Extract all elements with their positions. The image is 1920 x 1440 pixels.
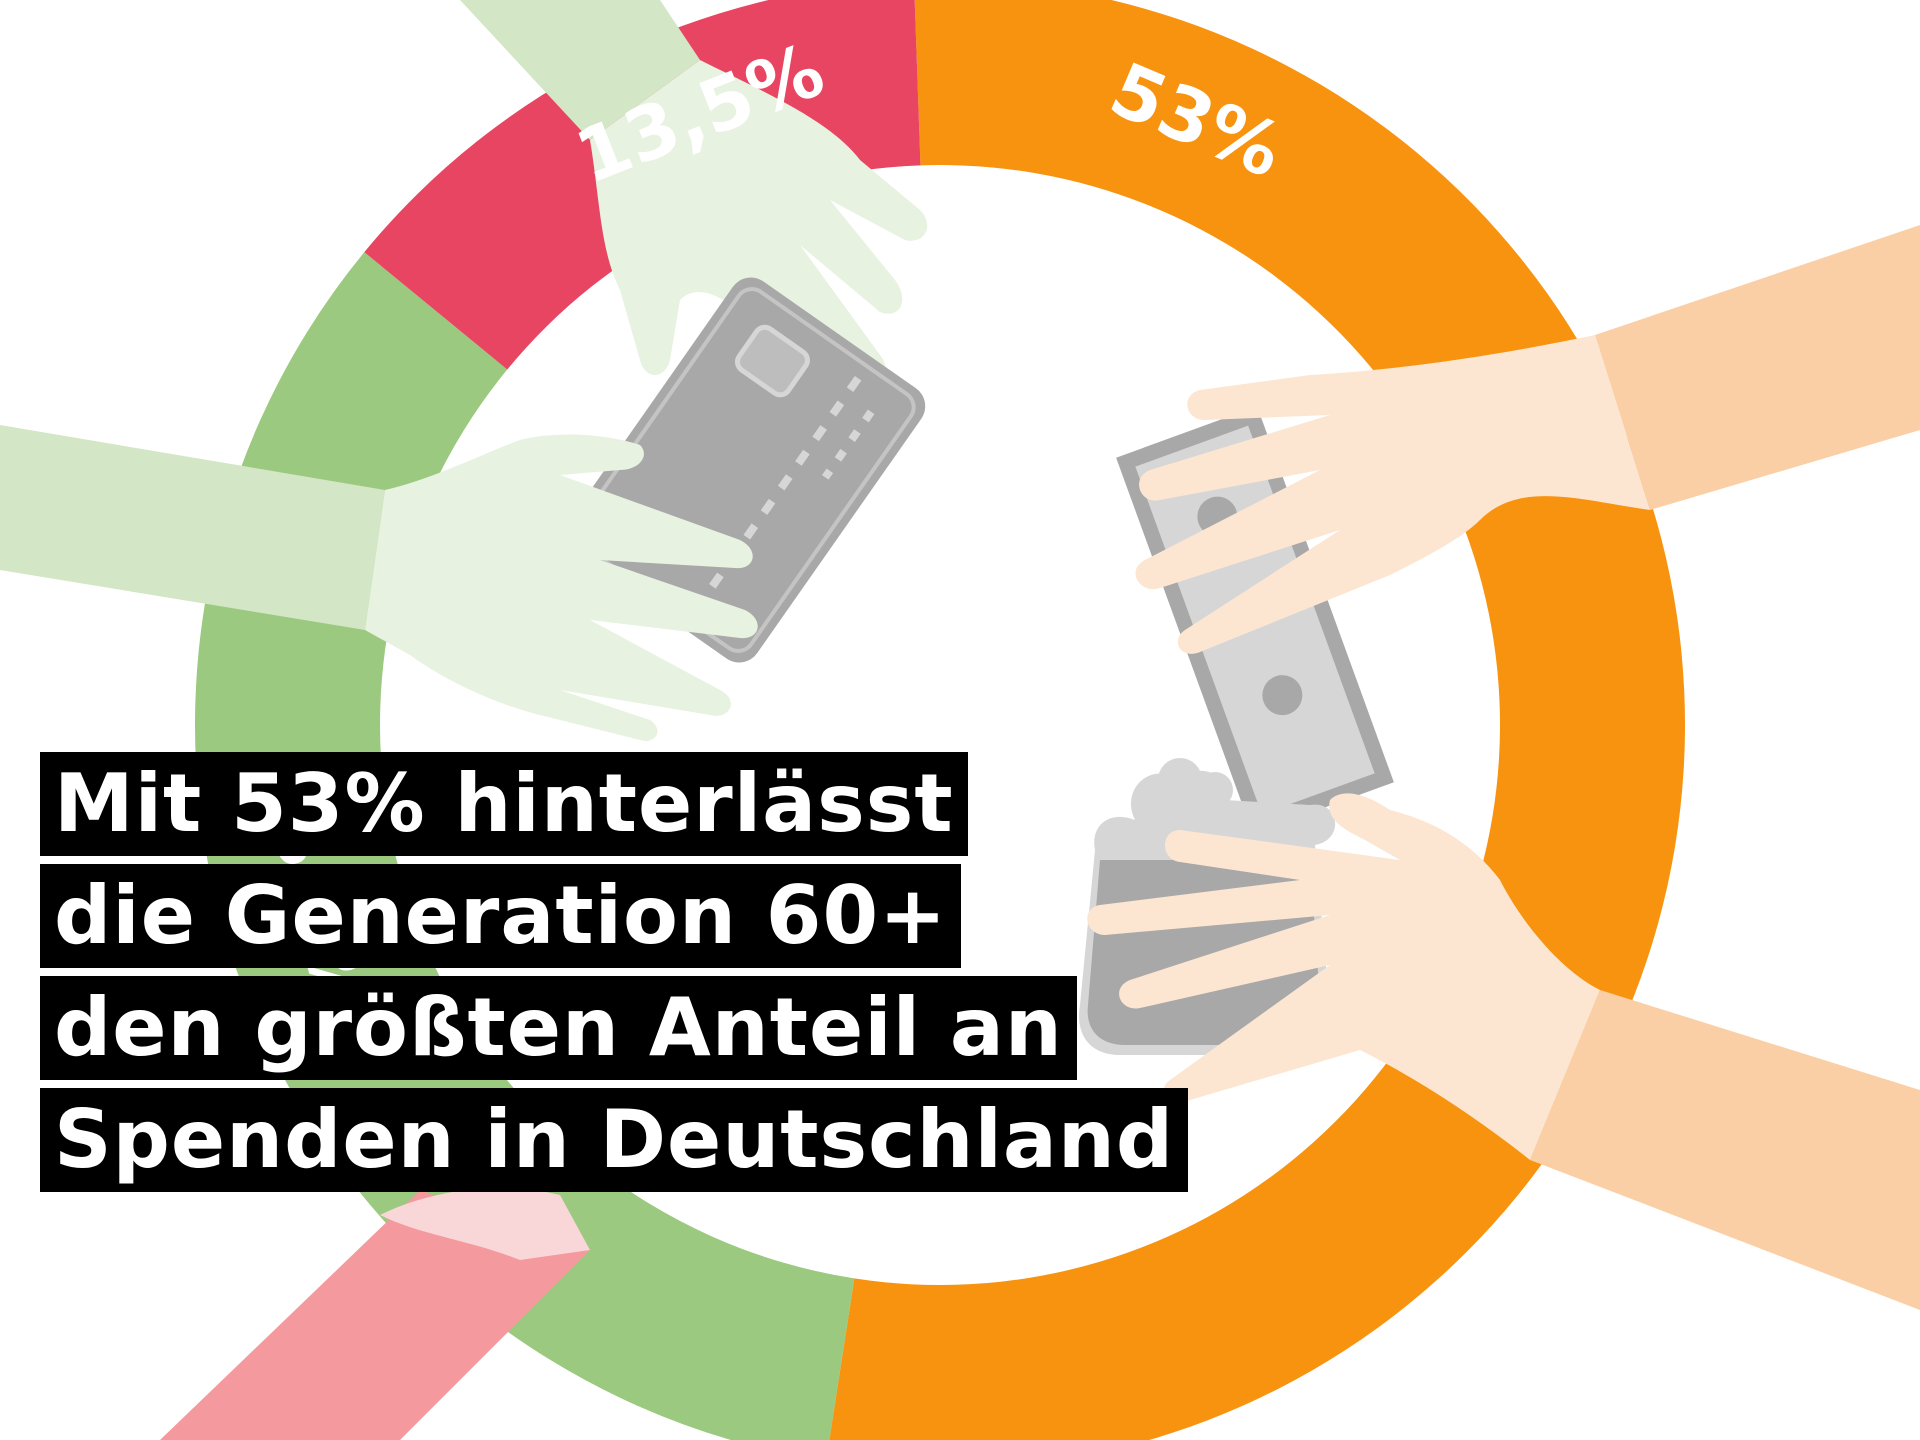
- headline-caption: Mit 53% hinterlässt die Generation 60+ d…: [40, 752, 1189, 1200]
- orange-hand-bottom-icon: [1087, 793, 1920, 1310]
- pink-hand-icon: [160, 1187, 590, 1440]
- caption-line-3: den größten Anteil an: [40, 976, 1077, 1080]
- caption-line-4: Spenden in Deutschland: [40, 1088, 1189, 1192]
- green-hand-left-icon: [0, 425, 758, 741]
- orange-hand-top-icon: [1135, 225, 1920, 654]
- green-hand-top-icon: [460, 0, 928, 427]
- caption-line-1: Mit 53% hinterlässt: [40, 752, 968, 856]
- caption-line-2: die Generation 60+: [40, 864, 962, 968]
